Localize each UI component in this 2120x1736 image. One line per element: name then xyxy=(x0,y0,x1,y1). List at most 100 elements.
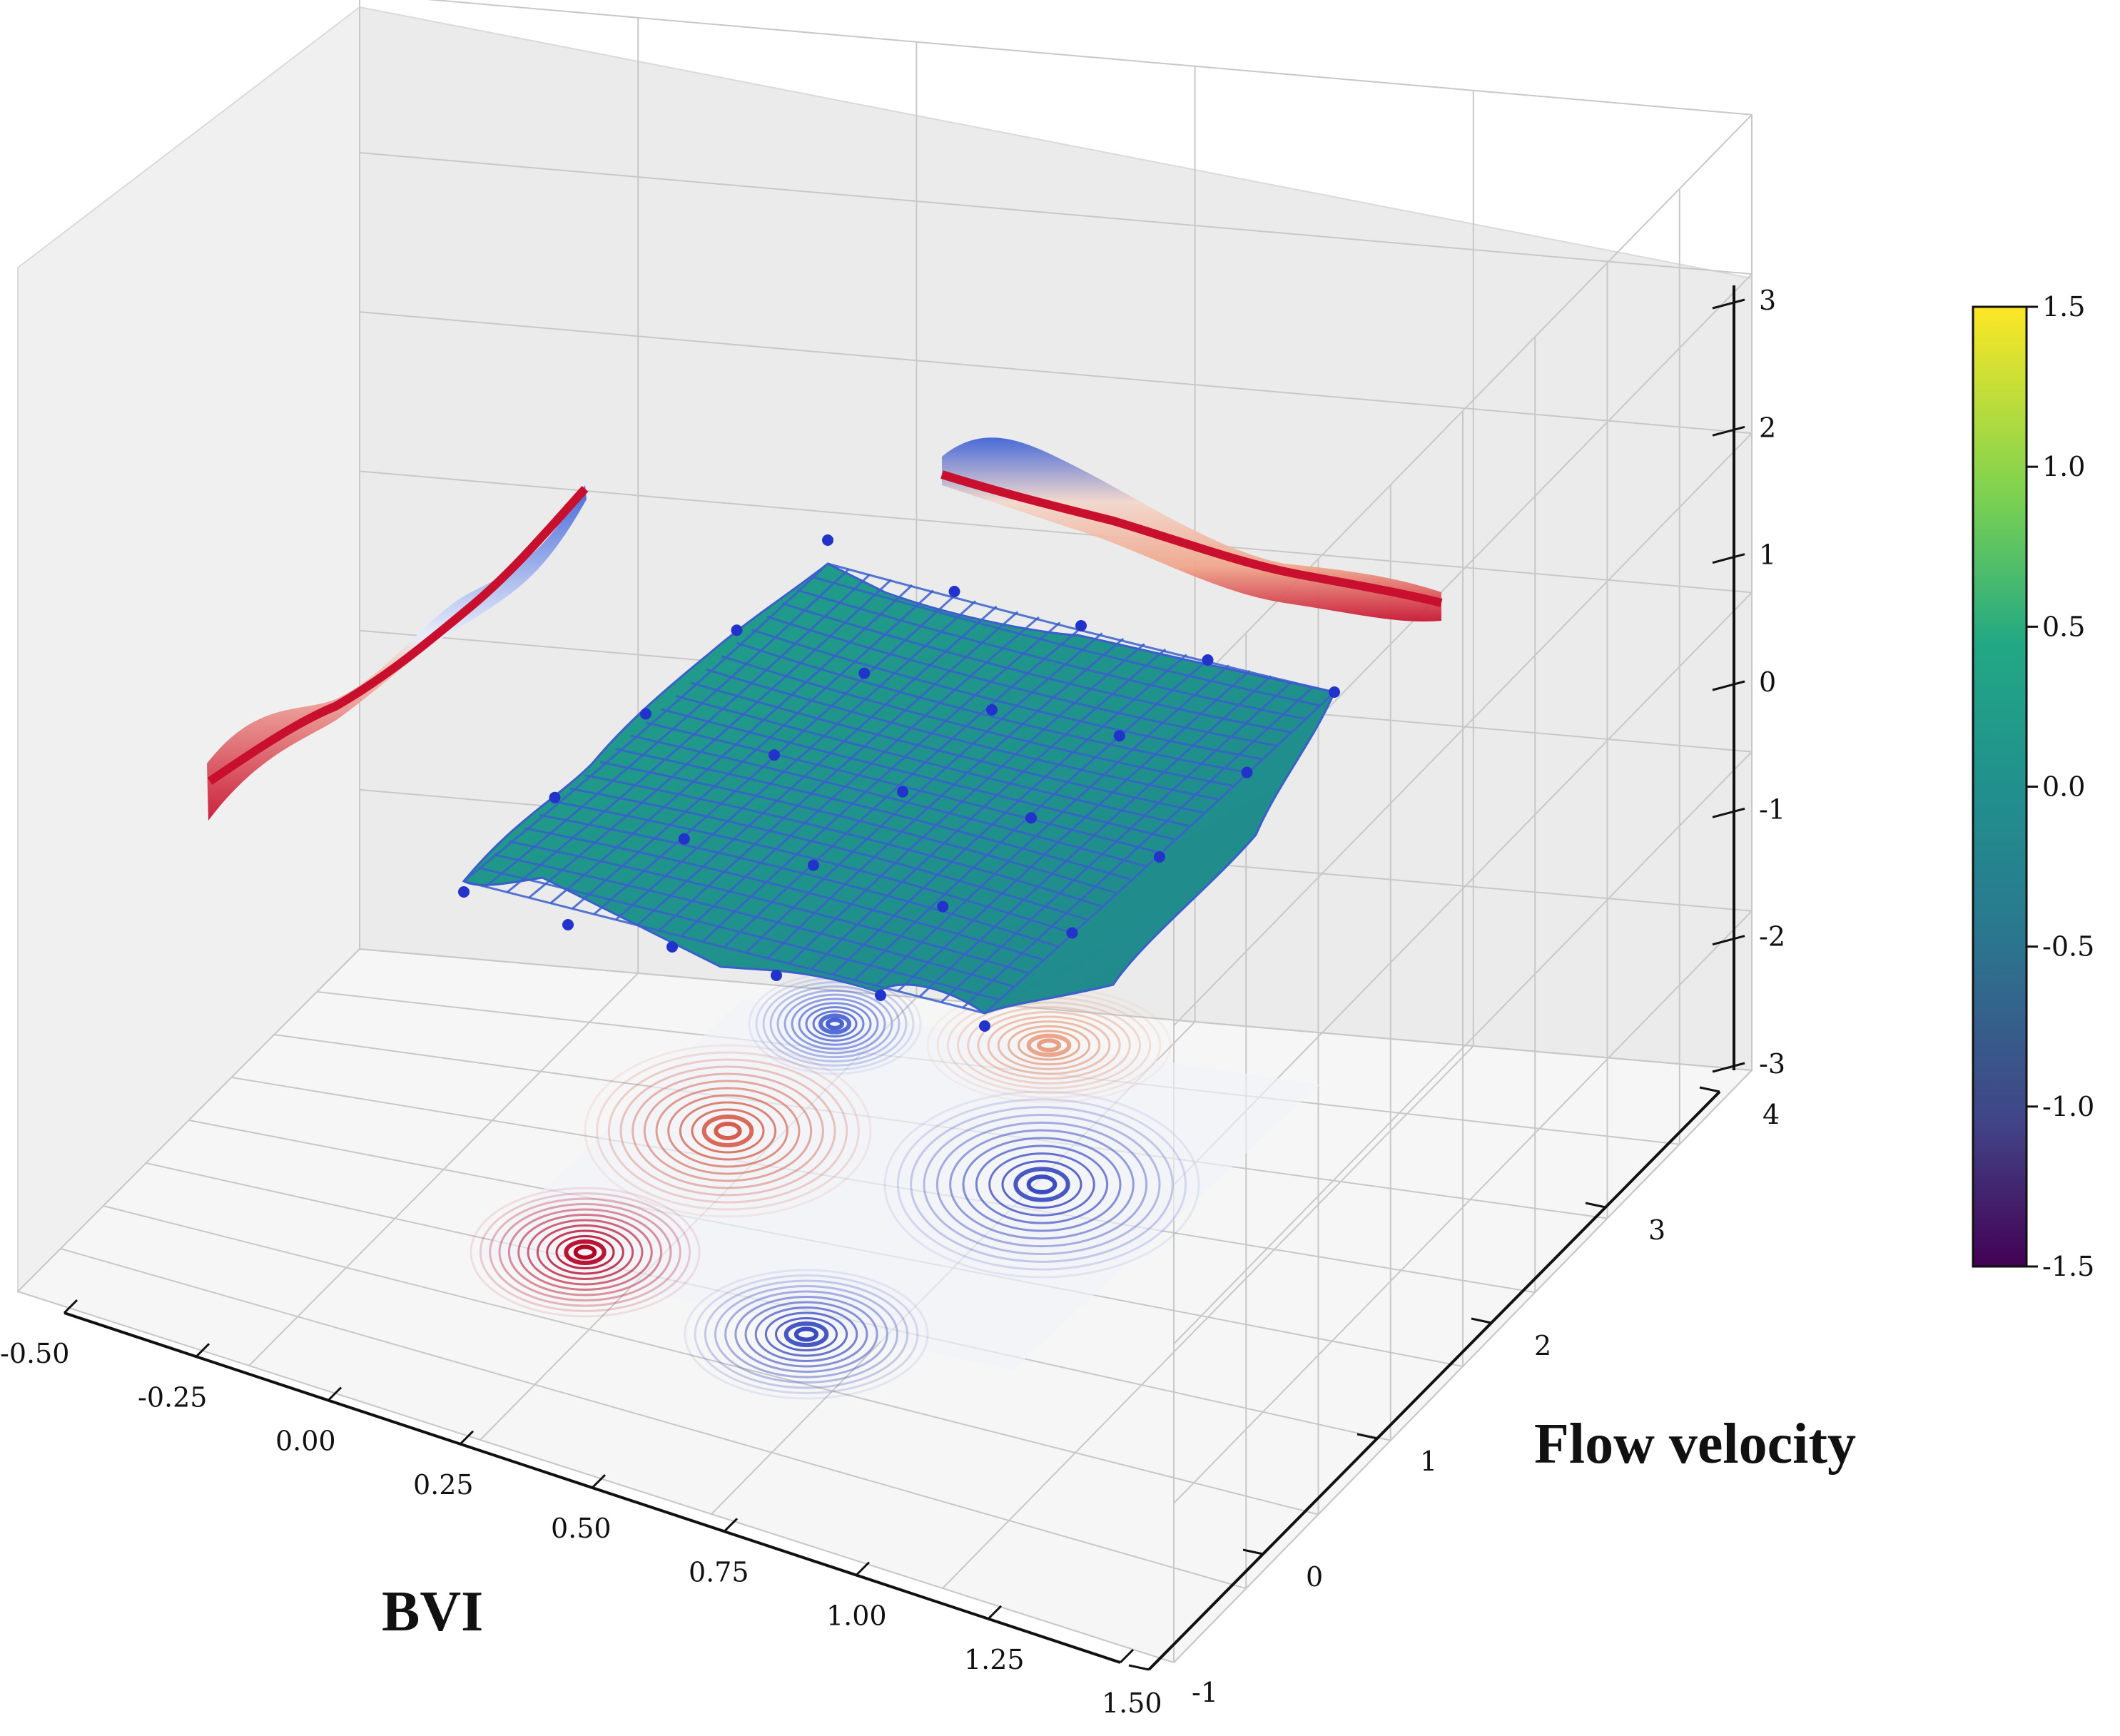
contour-ring xyxy=(783,1321,829,1347)
contour-ring xyxy=(977,1010,1121,1080)
contour-ring xyxy=(975,1144,1109,1224)
mesh-line-v xyxy=(853,659,1209,981)
contour-ring xyxy=(793,1326,819,1342)
surface-sample-point xyxy=(986,704,998,716)
contour-ring xyxy=(584,1044,872,1218)
contour-ring xyxy=(619,1065,836,1197)
contour-ring xyxy=(684,1269,929,1400)
contour-ring xyxy=(1018,1030,1080,1061)
surface-sample-point xyxy=(562,919,574,930)
contour-ring xyxy=(1026,1174,1058,1194)
surface-sample-point xyxy=(458,886,470,898)
z-tick-mark xyxy=(1712,807,1745,818)
mesh-line-u xyxy=(494,853,1015,988)
z-tick-label: -2 xyxy=(1759,921,1785,953)
contour-ring xyxy=(949,1129,1135,1240)
contour-ring xyxy=(734,1296,878,1373)
y-tick-label: 1 xyxy=(1420,1446,1437,1477)
contour-ring xyxy=(754,1306,858,1362)
mesh-line-v xyxy=(766,637,1125,959)
mesh-line-v xyxy=(463,562,829,883)
x-tick-label: 0.50 xyxy=(551,1513,612,1544)
contour-ring xyxy=(826,1017,844,1030)
contour-ring xyxy=(798,1002,872,1046)
y-tick-mark xyxy=(1356,1433,1378,1440)
x-tick-label: -0.50 xyxy=(0,1338,69,1369)
back-wall-x-projection xyxy=(207,485,589,821)
mesh-line-u xyxy=(630,734,1145,868)
contour-ring xyxy=(679,1101,777,1161)
mesh-line-v xyxy=(658,611,1019,932)
contour-ring xyxy=(769,985,901,1062)
contour-ring xyxy=(818,1013,851,1035)
contour-ring xyxy=(935,1121,1148,1248)
surface-sample-point xyxy=(948,586,960,597)
surface-sample-point xyxy=(1025,812,1037,824)
surface-sample-point xyxy=(640,708,651,720)
x-tick-mark xyxy=(459,1430,475,1445)
z-tick-mark xyxy=(1712,680,1745,691)
mesh-line-u xyxy=(524,827,1044,961)
surface-sample-point xyxy=(1113,730,1125,742)
surface-sample-point xyxy=(1329,686,1340,698)
z-ticks: -3 -2 -1 0 1 2 3 xyxy=(1712,285,1785,1080)
x-tick-mark xyxy=(591,1473,607,1489)
contour-ring xyxy=(498,1203,672,1301)
y-tick-mark xyxy=(1242,1548,1264,1555)
surface-sample-point xyxy=(937,900,949,913)
contour-ring xyxy=(573,1244,597,1260)
z-tick-label: 1 xyxy=(1759,539,1776,571)
contour-ring xyxy=(643,1080,813,1182)
grid-floor-x xyxy=(60,1248,1247,1590)
x-tick-label: 1.00 xyxy=(826,1600,887,1632)
surface-sample-point xyxy=(678,833,690,845)
mesh-line-v xyxy=(680,616,1040,938)
contour-ring xyxy=(957,1001,1141,1090)
surface-sample-point xyxy=(666,941,678,953)
y-tick-mark xyxy=(1471,1317,1492,1324)
surface-mesh xyxy=(463,562,1336,1015)
y-tick-mark xyxy=(1699,1086,1720,1093)
mesh-line-v xyxy=(506,573,871,893)
z-tick-label: 3 xyxy=(1759,285,1776,316)
contour-ring xyxy=(507,1208,663,1296)
x-tick-mark xyxy=(723,1518,739,1533)
wall-ribbon-x-fill xyxy=(207,485,587,821)
contour-ring xyxy=(1026,1033,1072,1057)
colorbar-tick-label: -1.5 xyxy=(2042,1251,2094,1282)
mesh-line-u xyxy=(721,655,1233,787)
x-tick-label: -0.25 xyxy=(138,1381,207,1413)
mesh-line-v xyxy=(549,584,913,904)
mesh-line-u xyxy=(569,787,1087,921)
mesh-line-v xyxy=(701,621,1061,943)
grid-z-left xyxy=(427,0,1753,116)
contour-ring xyxy=(694,1274,919,1394)
contour-ring xyxy=(812,1010,858,1037)
mesh-line-u xyxy=(509,840,1029,975)
surface-sample-point xyxy=(1075,620,1087,631)
grid-z-left xyxy=(359,470,1753,594)
wall-ribbon-y-edge xyxy=(940,470,1443,607)
contour-ring xyxy=(724,1290,888,1379)
grid-floor-y xyxy=(17,948,360,1292)
contour-ring xyxy=(655,1087,801,1175)
surface-group xyxy=(458,534,1340,1032)
grid-z-right xyxy=(1173,114,1753,708)
contour-ring xyxy=(783,993,886,1055)
mesh-line-u xyxy=(599,761,1117,894)
contour-ring xyxy=(714,1122,742,1140)
contour-ring xyxy=(805,1006,865,1042)
grid-floor-x xyxy=(103,1205,1319,1516)
z-tick-mark xyxy=(1712,425,1745,437)
y-tick-mark xyxy=(1585,1202,1606,1209)
contour-ring xyxy=(596,1051,860,1211)
floor-contour-projection xyxy=(470,973,1320,1400)
colorbar-tick-label: 0.5 xyxy=(2042,611,2085,642)
colorbar-tick-label: 1.0 xyxy=(2042,451,2085,482)
mesh-line-v xyxy=(723,626,1082,948)
surface-sample-point xyxy=(1202,654,1214,666)
floor-contour-region xyxy=(475,999,1320,1370)
y-tick-label: 3 xyxy=(1648,1214,1665,1246)
y-axis-line xyxy=(1147,1090,1721,1671)
